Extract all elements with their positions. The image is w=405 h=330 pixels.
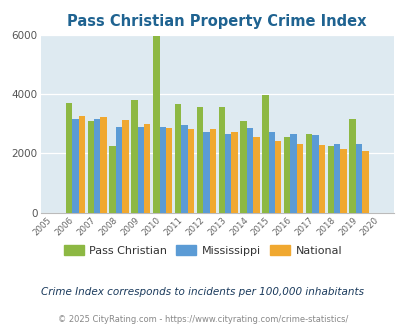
Bar: [274, 141, 281, 213]
Bar: [355, 144, 361, 213]
Text: © 2025 CityRating.com - https://www.cityrating.com/crime-statistics/: © 2025 CityRating.com - https://www.city…: [58, 315, 347, 324]
Bar: [296, 144, 303, 213]
Bar: [94, 119, 100, 213]
Bar: [153, 36, 159, 213]
Bar: [115, 127, 122, 213]
Bar: [318, 146, 324, 213]
Bar: [339, 149, 346, 213]
Title: Pass Christian Property Crime Index: Pass Christian Property Crime Index: [67, 14, 366, 29]
Bar: [327, 146, 333, 213]
Bar: [87, 121, 94, 213]
Bar: [137, 127, 144, 213]
Bar: [209, 129, 215, 213]
Bar: [159, 127, 166, 213]
Bar: [231, 132, 237, 213]
Bar: [290, 134, 296, 213]
Bar: [305, 134, 311, 213]
Bar: [66, 103, 72, 213]
Bar: [131, 100, 137, 213]
Bar: [246, 128, 252, 213]
Bar: [181, 125, 187, 213]
Bar: [361, 151, 368, 213]
Legend: Pass Christian, Mississippi, National: Pass Christian, Mississippi, National: [59, 241, 346, 260]
Bar: [268, 132, 274, 213]
Bar: [262, 95, 268, 213]
Bar: [100, 117, 107, 213]
Bar: [348, 119, 355, 213]
Bar: [144, 124, 150, 213]
Bar: [240, 121, 246, 213]
Bar: [283, 137, 290, 213]
Bar: [187, 129, 194, 213]
Bar: [196, 107, 202, 213]
Bar: [175, 104, 181, 213]
Bar: [311, 135, 318, 213]
Bar: [72, 119, 79, 213]
Bar: [109, 146, 115, 213]
Bar: [224, 134, 231, 213]
Bar: [333, 144, 339, 213]
Bar: [166, 128, 172, 213]
Bar: [252, 137, 259, 213]
Bar: [202, 132, 209, 213]
Bar: [218, 107, 224, 213]
Bar: [79, 116, 85, 213]
Text: Crime Index corresponds to incidents per 100,000 inhabitants: Crime Index corresponds to incidents per…: [41, 287, 364, 297]
Bar: [122, 120, 128, 213]
